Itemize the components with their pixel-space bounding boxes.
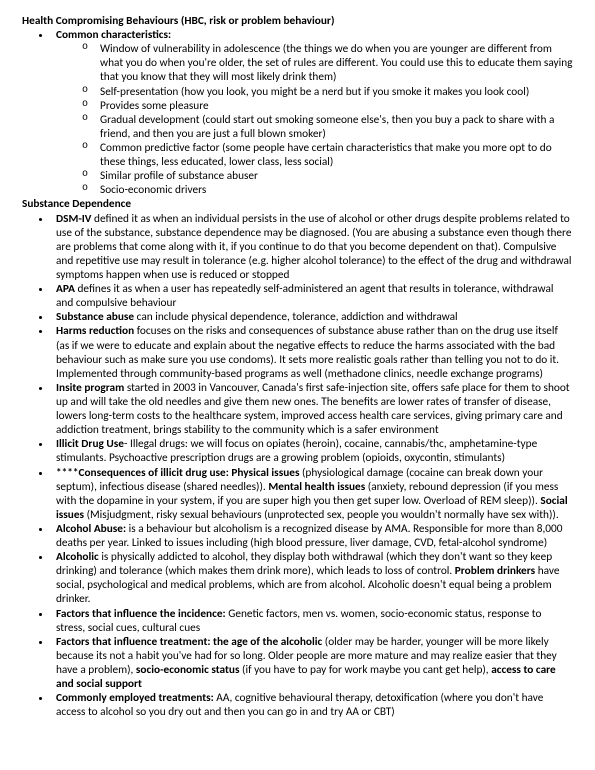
dsm-text: defined it as when an individual persist… <box>56 212 571 282</box>
fi-label: Factors that influence the incidence: <box>56 607 226 621</box>
list-item: Common predictive factor (some people ha… <box>82 141 573 169</box>
ft-ses-label: socio-economic status <box>136 663 240 677</box>
common-characteristics-item: Common characteristics: Window of vulner… <box>52 28 573 197</box>
alcohol-abuse-item: Alcohol Abuse: is a behaviour but alcoho… <box>52 522 573 550</box>
alcoholic-label: Alcoholic <box>56 550 99 564</box>
hbc-list: Common characteristics: Window of vulner… <box>22 28 573 197</box>
idu-label: Illicit Drug Use <box>56 437 124 451</box>
apa-label: APA <box>56 282 75 296</box>
cons-physical-label: ****Consequences of illicit drug use: Ph… <box>56 466 299 480</box>
substance-dependence-list: DSM-IV defined it as when an individual … <box>22 212 573 720</box>
alcoholic-item: Alcoholic is physically addicted to alco… <box>52 550 573 606</box>
ft-label: Factors that influence treatment: the ag… <box>56 635 322 649</box>
dsm-label: DSM-IV <box>56 212 92 226</box>
consequences-item: ****Consequences of illicit drug use: Ph… <box>52 466 573 522</box>
aab-text: is a behaviour but alcoholism is a recog… <box>56 522 562 550</box>
heading-substance-dependence: Substance Dependence <box>22 197 573 211</box>
hr-label: Harms reduction <box>56 324 134 338</box>
list-item: Gradual development (could start out smo… <box>82 113 573 141</box>
list-item: Window of vulnerability in adolescence (… <box>82 42 573 84</box>
substance-abuse-item: Substance abuse can include physical dep… <box>52 310 573 324</box>
insite-item: Insite program started in 2003 in Vancou… <box>52 381 573 437</box>
problem-drinkers-label: Problem drinkers <box>455 564 535 578</box>
apa-text: defines it as when a user has repeatedly… <box>56 282 553 310</box>
sa-text: can include physical dependence, toleran… <box>134 310 458 324</box>
common-characteristics-sublist: Window of vulnerability in adolescence (… <box>56 42 573 197</box>
list-item: Provides some pleasure <box>82 99 573 113</box>
insite-label: Insite program <box>56 381 124 395</box>
treatments-item: Commonly employed treatments: AA, cognit… <box>52 691 573 719</box>
ft-text2: (if you have to pay for work maybe you c… <box>240 663 492 677</box>
factors-treatment-item: Factors that influence treatment: the ag… <box>52 635 573 691</box>
cons-mental-label: Mental health issues <box>268 480 365 494</box>
cet-label: Commonly employed treatments: <box>56 691 214 705</box>
list-item: Self-presentation (how you look, you mig… <box>82 85 573 99</box>
list-item: Socio-economic drivers <box>82 183 573 197</box>
factors-incidence-item: Factors that influence the incidence: Ge… <box>52 607 573 635</box>
idu-text: - Illegal drugs: we will focus on opiate… <box>56 437 537 465</box>
harms-reduction-item: Harms reduction focuses on the risks and… <box>52 324 573 380</box>
dsm-item: DSM-IV defined it as when an individual … <box>52 212 573 283</box>
common-characteristics-label: Common characteristics: <box>56 28 171 42</box>
insite-text: started in 2003 in Vancouver, Canada's f… <box>56 381 570 437</box>
sa-label: Substance abuse <box>56 310 134 324</box>
aab-label: Alcohol Abuse: <box>56 522 126 536</box>
cons-social-text: (Misjudgment, risky sexual behaviours (u… <box>84 508 559 522</box>
illicit-drug-use-item: Illicit Drug Use- Illegal drugs: we will… <box>52 437 573 465</box>
apa-item: APA defines it as when a user has repeat… <box>52 282 573 310</box>
heading-hbc: Health Compromising Behaviours (HBC, ris… <box>22 14 573 28</box>
list-item: Similar profile of substance abuser <box>82 169 573 183</box>
